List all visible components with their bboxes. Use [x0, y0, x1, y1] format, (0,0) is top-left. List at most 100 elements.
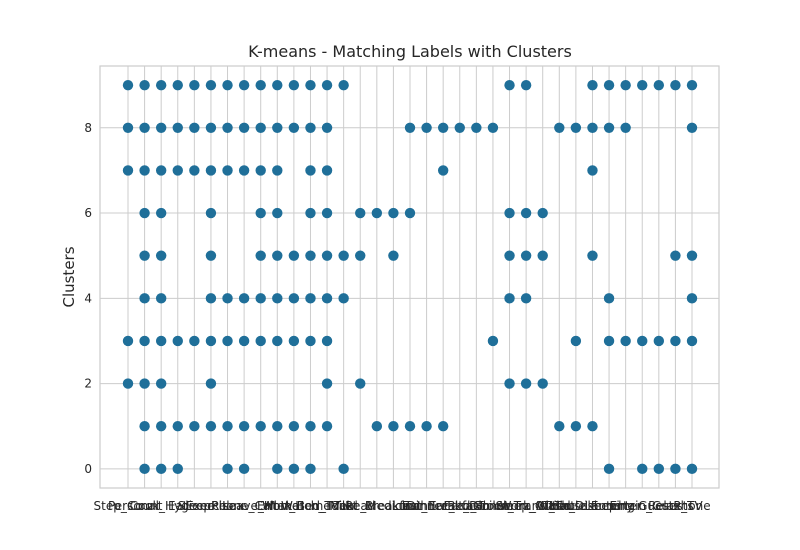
scatter-point [321, 79, 333, 91]
scatter-point [487, 335, 499, 347]
x-tick-label: Phone [673, 499, 710, 513]
scatter-point [637, 79, 648, 91]
scatter-point [537, 207, 548, 219]
scatter-point [321, 207, 333, 219]
scatter-point [222, 79, 233, 91]
scatter-point [504, 207, 515, 219]
scatter-point [570, 122, 582, 134]
scatter-point [404, 122, 416, 134]
scatter-point [537, 250, 548, 261]
x-tick-label: Personal_Hygiene [108, 499, 214, 513]
x-tick-label: Breakfast [365, 499, 422, 513]
scatter-point [139, 250, 150, 261]
scatter-point [272, 293, 283, 304]
scatter-point [305, 79, 316, 91]
x-tick-label: Groom [473, 499, 513, 513]
scatter-point [272, 420, 283, 432]
scatter-point [272, 250, 283, 261]
x-tick-label: Wash_Dishes [537, 499, 615, 513]
scatter-point [189, 79, 200, 91]
x-tick-label: Relax_TV [648, 499, 703, 513]
scatter-point [288, 420, 300, 432]
scatter-point [670, 463, 681, 475]
scatter-point [189, 165, 200, 176]
scatter-point [388, 250, 399, 261]
scatter-point [222, 122, 233, 134]
scatter-point [205, 293, 217, 304]
scatter-point [321, 420, 333, 432]
scatter-point [321, 165, 333, 176]
scatter-point [355, 250, 366, 261]
x-tick-label: Eat_Breakfast [402, 499, 485, 513]
scatter-point [338, 293, 349, 304]
scatter-point [205, 122, 217, 134]
scatter-point [670, 250, 681, 261]
y-tick-label: 2 [84, 377, 92, 391]
x-tick-label: Eat_Dinner [443, 499, 509, 513]
scatter-point [272, 335, 283, 347]
scatter-point [172, 335, 183, 347]
scatter-point [288, 250, 300, 261]
y-axis-label: Clusters [60, 246, 78, 307]
scatter-point [288, 463, 300, 475]
x-tick-label: Bed_Toilet [297, 499, 358, 513]
x-tick-label: Exercise [186, 499, 236, 513]
scatter-point [670, 335, 681, 347]
x-tick-label: Cook [130, 499, 160, 513]
scatter-point [238, 420, 250, 432]
scatter-point [554, 420, 565, 432]
scatter-point [686, 463, 698, 475]
scatter-point [205, 250, 217, 261]
x-tick-label: Toilet [543, 499, 576, 513]
scatter-point [570, 335, 582, 347]
x-tick-label: Watch_TV [281, 499, 341, 513]
scatter-point [122, 335, 134, 347]
scatter-point [554, 122, 565, 134]
scatter-point [189, 122, 200, 134]
scatter-point [238, 335, 250, 347]
scatter-point [305, 122, 316, 134]
scatter-point [155, 79, 167, 91]
scatter-point [504, 378, 515, 389]
scatter-point [155, 165, 167, 176]
x-tick-label: Lunch [392, 499, 428, 513]
scatter-point [238, 165, 250, 176]
scatter-point [172, 79, 183, 91]
scatter-point [155, 335, 167, 347]
x-tick-label: Enter_Home [257, 499, 331, 513]
scatter-point [321, 335, 333, 347]
scatter-point [272, 165, 283, 176]
scatter-point [637, 463, 648, 475]
scatter-point [504, 79, 515, 91]
scatter-point [255, 293, 266, 304]
scatter-point [155, 207, 167, 219]
scatter-point [255, 250, 266, 261]
scatter-point [321, 293, 333, 304]
scatter-point [238, 122, 250, 134]
scatter-point [520, 293, 532, 304]
y-tick-label: 8 [84, 121, 92, 135]
x-tick-label: Sleep [178, 499, 211, 513]
scatter-point [222, 420, 233, 432]
scatter-point [305, 165, 316, 176]
scatter-point [587, 420, 598, 432]
x-tick-label: Step_Count [94, 499, 163, 513]
scatter-point [686, 79, 698, 91]
points-layer [122, 79, 698, 475]
x-tick-label: Dinner [407, 499, 447, 513]
scatter-point [255, 165, 266, 176]
scatter-point [155, 463, 167, 475]
scatter-point [570, 420, 582, 432]
scatter-point [205, 79, 217, 91]
x-tick-label: Bed_Toilet_Transition [447, 499, 572, 513]
scatter-point [305, 293, 316, 304]
scatter-point [139, 122, 150, 134]
scatter-point [155, 293, 167, 304]
scatter-point [454, 122, 465, 134]
scatter-point [172, 420, 183, 432]
scatter-point [238, 463, 250, 475]
grid-layer [100, 66, 719, 488]
scatter-point [637, 335, 648, 347]
scatter-point [437, 122, 449, 134]
